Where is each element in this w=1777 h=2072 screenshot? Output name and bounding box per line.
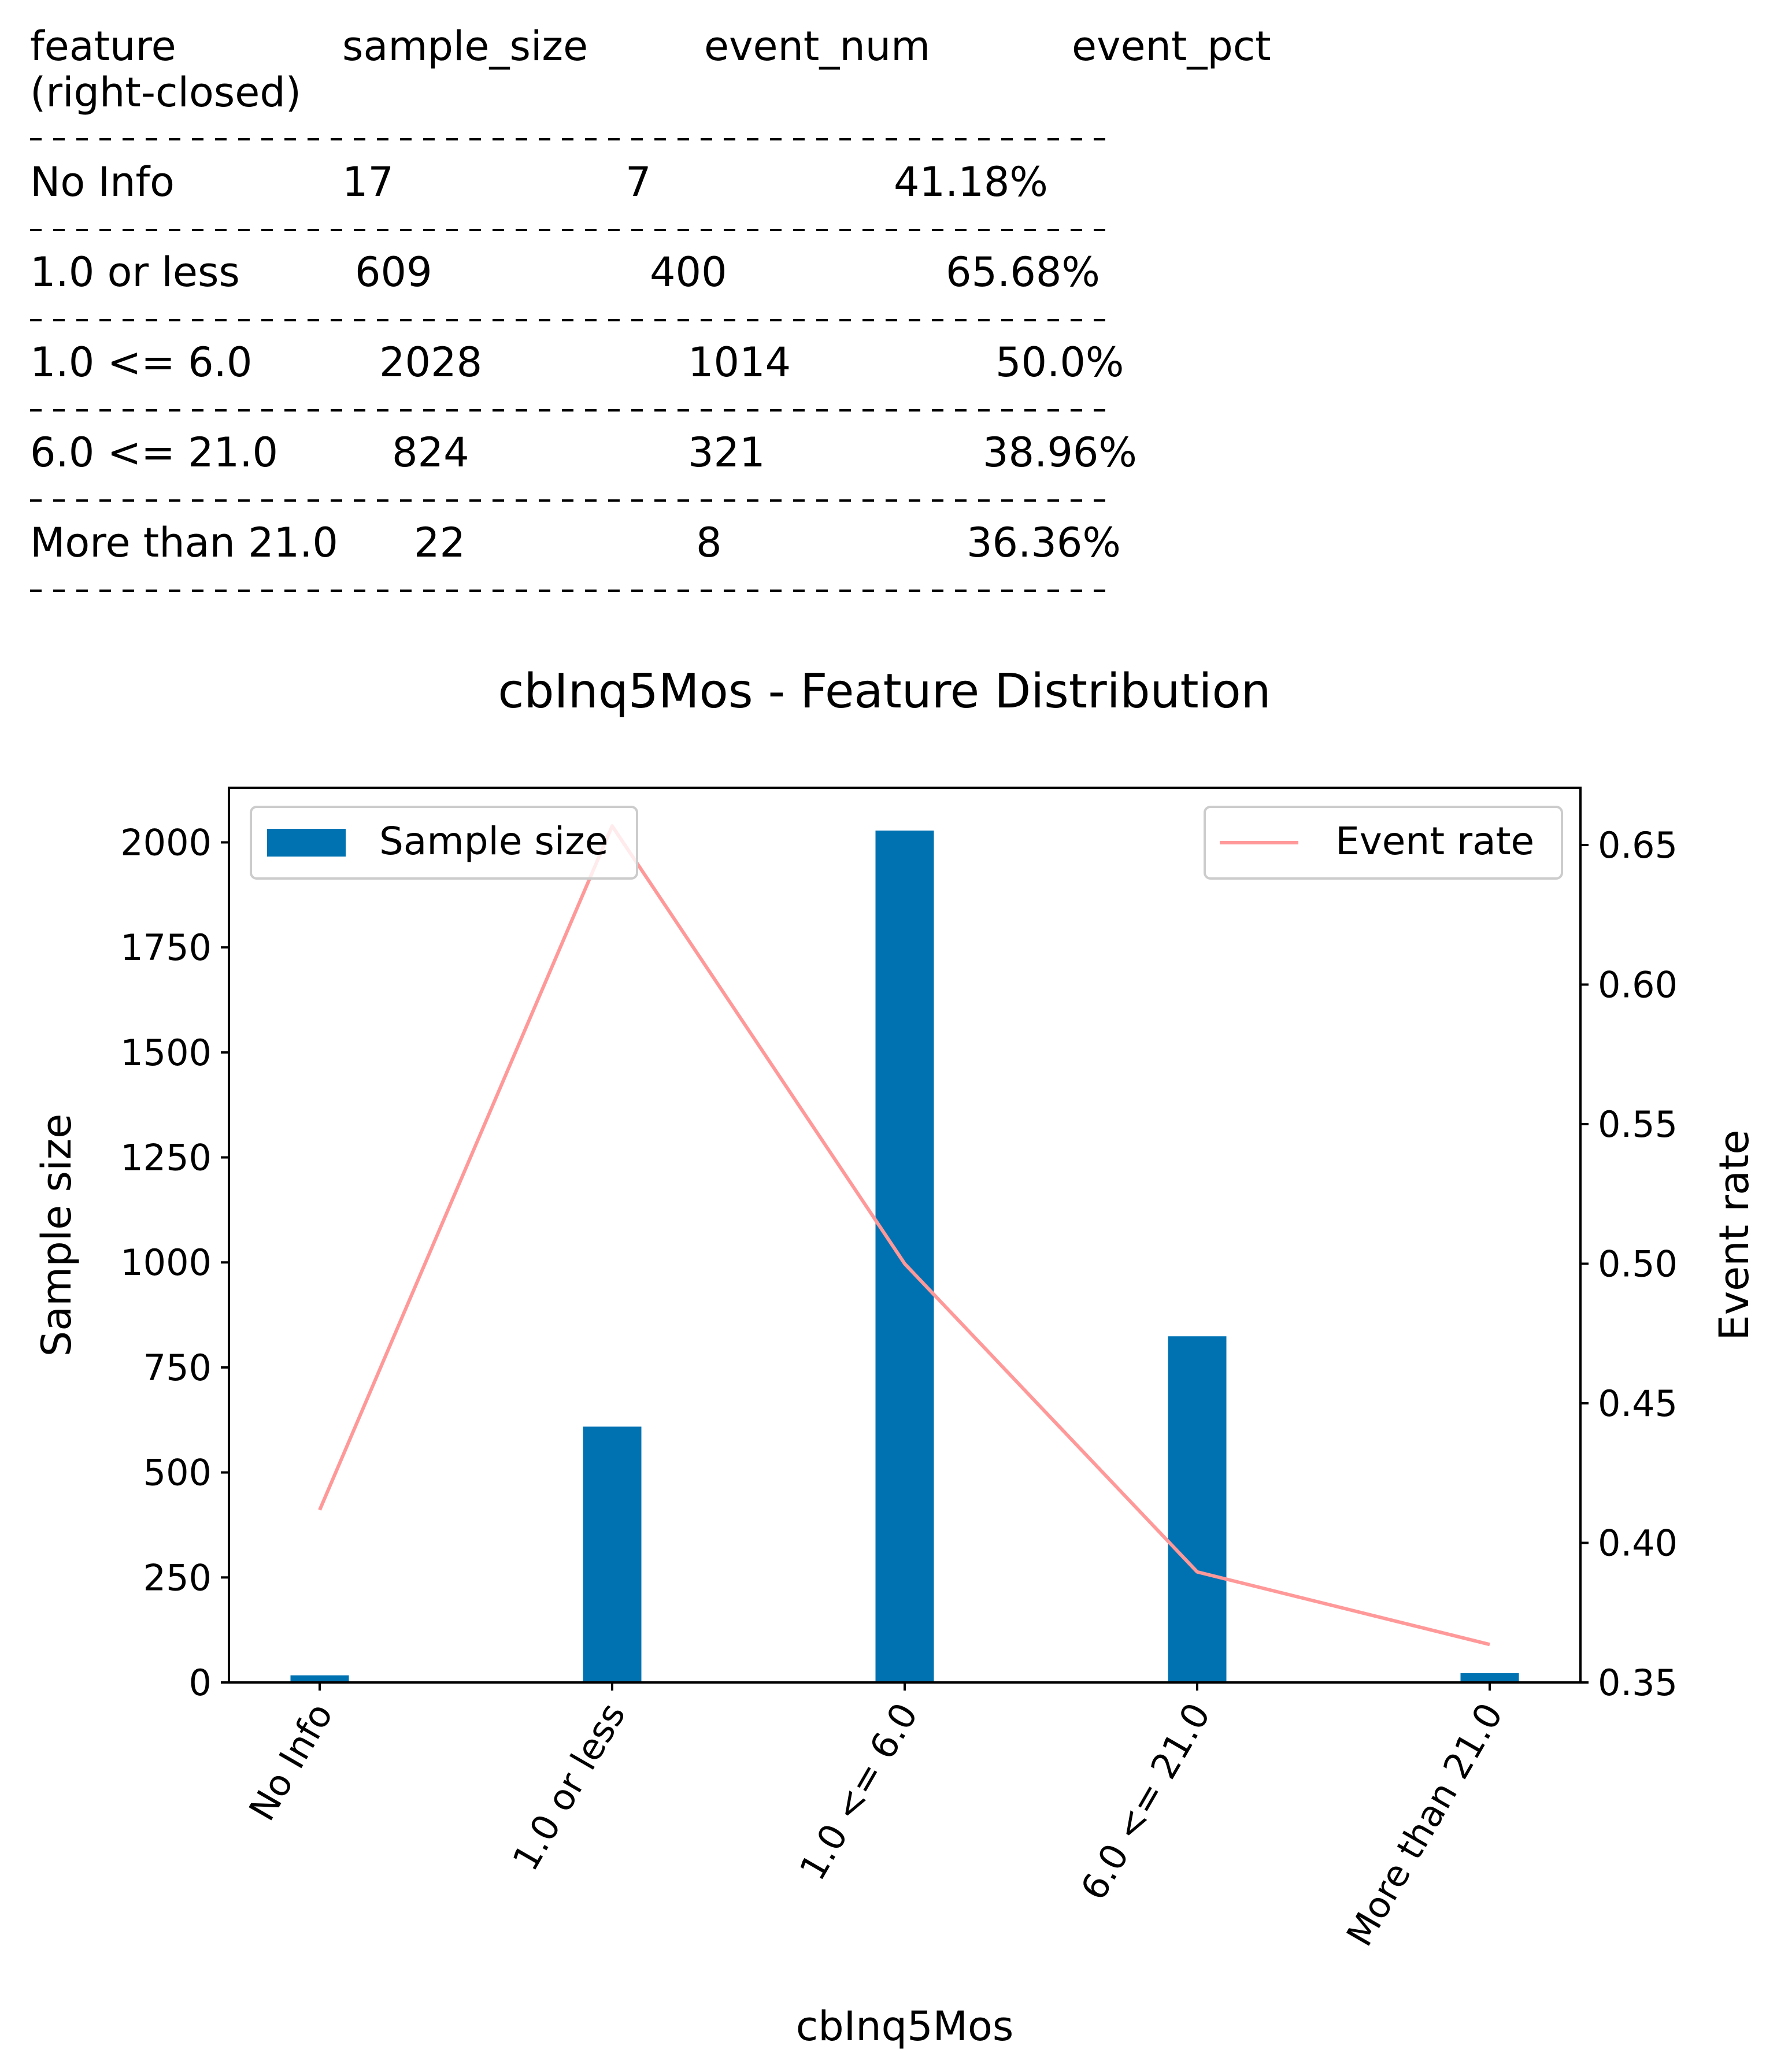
- y2-tick-label: 0.60: [1598, 964, 1678, 1006]
- table-cell: 7: [625, 158, 651, 206]
- table-header-subtitle: (right-closed): [30, 69, 301, 116]
- table-cell: 50.0%: [995, 339, 1124, 386]
- y-tick-label: 500: [143, 1452, 212, 1494]
- y-tick-label: 250: [143, 1556, 212, 1599]
- bar-3: [1168, 1336, 1227, 1682]
- x-axis-label: cbInq5Mos: [796, 2003, 1014, 2050]
- y2-tick-label: 0.40: [1598, 1522, 1678, 1565]
- table-header-sample-size: sample_size: [342, 23, 588, 70]
- event-rate-line: [318, 824, 1490, 1647]
- x-tick-label: 1.0 or less: [504, 1696, 634, 1878]
- x-tick-label: No Info: [240, 1696, 341, 1828]
- chart-title: cbInq5Mos - Feature Distribution: [498, 664, 1271, 719]
- table-cell: No Info: [30, 158, 175, 206]
- bar-series: [290, 831, 1519, 1682]
- line-series: [318, 824, 1490, 1647]
- bar-0: [290, 1675, 349, 1682]
- y2-axis-label: Event rate: [1711, 1130, 1758, 1341]
- table-cell: 41.18%: [894, 158, 1048, 206]
- table-cell: 1014: [688, 339, 791, 386]
- x-tick-label: 6.0 <= 21.0: [1072, 1696, 1219, 1907]
- y2-tick-label: 0.45: [1598, 1382, 1678, 1425]
- legend-box: [1204, 806, 1563, 880]
- x-tick-label: More than 21.0: [1338, 1696, 1511, 1953]
- table-cell: 824: [392, 429, 469, 476]
- legend-swatch-bar: [267, 829, 346, 857]
- table-cell: 609: [355, 249, 432, 296]
- table-header-feature: feature: [30, 23, 176, 70]
- table-header-event-num: event_num: [704, 23, 930, 70]
- table-cell: 22: [414, 519, 465, 566]
- table-cell: 65.68%: [946, 249, 1100, 296]
- table-cell: 6.0 <= 21.0: [30, 429, 278, 476]
- table-cell: 8: [696, 519, 722, 566]
- y-tick-label: 2000: [120, 821, 212, 863]
- table-cell: 1.0 or less: [30, 249, 240, 296]
- legend-event-rate: Event rate: [1204, 806, 1563, 880]
- y-tick-label: 750: [143, 1347, 212, 1389]
- y2-tick-label: 0.65: [1598, 824, 1678, 866]
- table-cell: 1.0 <= 6.0: [30, 339, 252, 386]
- y2-tick-label: 0.55: [1598, 1103, 1678, 1146]
- y2-tick-label: 0.50: [1598, 1243, 1678, 1285]
- table-header-event-pct: event_pct: [1072, 23, 1271, 70]
- legend-box: [250, 806, 638, 880]
- bar-2: [875, 831, 934, 1682]
- legend-sample-size: Sample size: [250, 806, 638, 880]
- y-axis-label: Sample size: [33, 1114, 80, 1356]
- y-tick-label: 1250: [120, 1137, 212, 1179]
- y2-tick-label: 0.35: [1598, 1662, 1678, 1704]
- table-cell: 17: [342, 158, 394, 206]
- bar-1: [583, 1426, 642, 1682]
- left-axis-ticks: 0 250 500 750 1000 1250 1500 1750 2000: [120, 821, 229, 1704]
- y-tick-label: 1500: [120, 1032, 212, 1074]
- table-cell: More than 21.0: [30, 519, 338, 566]
- summary-table: feature (right-closed) sample_size event…: [30, 23, 1271, 592]
- y-tick-label: 1000: [120, 1241, 212, 1284]
- table-cell: 38.96%: [983, 429, 1137, 476]
- legend-label: Sample size: [379, 819, 608, 863]
- legend-label: Event rate: [1335, 819, 1534, 863]
- table-cell: 36.36%: [967, 519, 1121, 566]
- table-cell: 400: [650, 249, 727, 296]
- right-axis-ticks: 0.35 0.40 0.45 0.50 0.55 0.60 0.65: [1580, 824, 1678, 1704]
- x-axis-ticks: No Info 1.0 or less 1.0 <= 6.0 6.0 <= 21.0 M…: [240, 1682, 1511, 1953]
- y-tick-label: 1750: [120, 926, 212, 969]
- bar-4: [1460, 1673, 1519, 1682]
- x-tick-label: 1.0 <= 6.0: [791, 1696, 926, 1887]
- table-cell: 321: [688, 429, 765, 476]
- y-tick-label: 0: [189, 1662, 212, 1704]
- table-cell: 2028: [379, 339, 482, 386]
